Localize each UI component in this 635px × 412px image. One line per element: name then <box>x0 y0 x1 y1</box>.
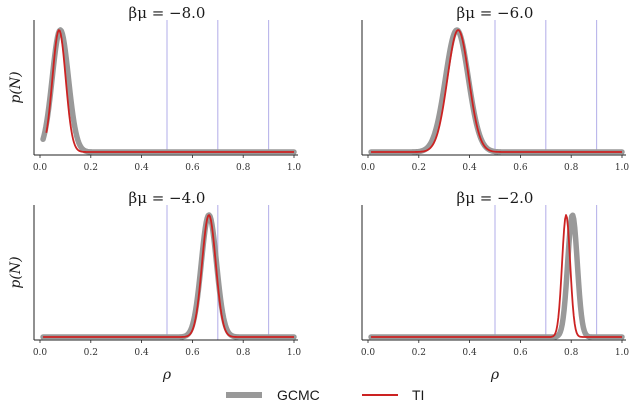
x-tick-label: 0.8 <box>236 163 251 173</box>
x-tick-label: 0.6 <box>185 348 200 358</box>
x-tick-label: 1.0 <box>287 163 302 173</box>
x-tick-label: 0.6 <box>513 348 528 358</box>
series-gcmc-line <box>40 27 297 155</box>
x-tick-label: 0.4 <box>134 348 149 358</box>
x-tick-label: 0.0 <box>361 163 376 173</box>
legend: GCMC TI <box>226 387 424 403</box>
x-tick-label: 0.6 <box>185 163 200 173</box>
x-tick-label: 0.2 <box>84 163 98 173</box>
x-tick-label: 0.0 <box>33 348 48 358</box>
series-ti-line <box>43 214 294 338</box>
series-gcmc-line <box>368 27 625 155</box>
panel-title: βμ = −6.0 <box>457 4 534 22</box>
panels: 0.0 0.2 0.4 0.6 0.8 1.0 βμ = −8.0 p(N) 0.0 0.2 0.4… <box>8 4 629 383</box>
x-tick-label: 0.0 <box>33 163 48 173</box>
x-tick-label: 1.0 <box>615 348 630 358</box>
panel-4: 0.0 0.2 0.4 0.6 0.8 1.0 βμ = −2.0 ρ <box>361 189 630 383</box>
x-tick-label: 0.2 <box>412 163 426 173</box>
panel-1: 0.0 0.2 0.4 0.6 0.8 1.0 βμ = −8.0 p(N) <box>8 4 301 173</box>
x-tick-label: 0.4 <box>462 163 477 173</box>
y-axis-label: p(N) <box>8 71 24 103</box>
x-tick-label: 0.2 <box>412 348 426 358</box>
series-ti-line <box>45 29 294 153</box>
x-tick-label: 1.0 <box>615 163 630 173</box>
legend-label-ti: TI <box>412 387 424 403</box>
series-ti-line <box>371 29 622 153</box>
series-gcmc-line <box>368 212 625 340</box>
x-tick-label: 0.8 <box>236 348 251 358</box>
series-ti-line <box>371 214 622 338</box>
panel-title: βμ = −4.0 <box>129 189 206 207</box>
x-tick-label: 0.8 <box>564 348 579 358</box>
panel-title: βμ = −2.0 <box>457 189 534 207</box>
x-axis-label: ρ <box>162 367 172 383</box>
series-gcmc-line <box>40 212 297 340</box>
x-axis-label: ρ <box>490 367 500 383</box>
x-tick-label: 0.4 <box>134 163 149 173</box>
x-tick-label: 0.8 <box>564 163 579 173</box>
x-tick-label: 0.6 <box>513 163 528 173</box>
panel-3: 0.0 0.2 0.4 0.6 0.8 1.0 βμ = −4.0 p(N) ρ <box>8 189 301 383</box>
panel-title: βμ = −8.0 <box>129 4 206 22</box>
panel-2: 0.0 0.2 0.4 0.6 0.8 1.0 βμ = −6.0 <box>361 4 630 173</box>
y-axis-label: p(N) <box>8 256 24 288</box>
x-tick-label: 1.0 <box>287 348 302 358</box>
x-tick-label: 0.2 <box>84 348 98 358</box>
x-tick-label: 0.4 <box>462 348 477 358</box>
legend-label-gcmc: GCMC <box>277 387 320 403</box>
x-tick-label: 0.0 <box>361 348 376 358</box>
